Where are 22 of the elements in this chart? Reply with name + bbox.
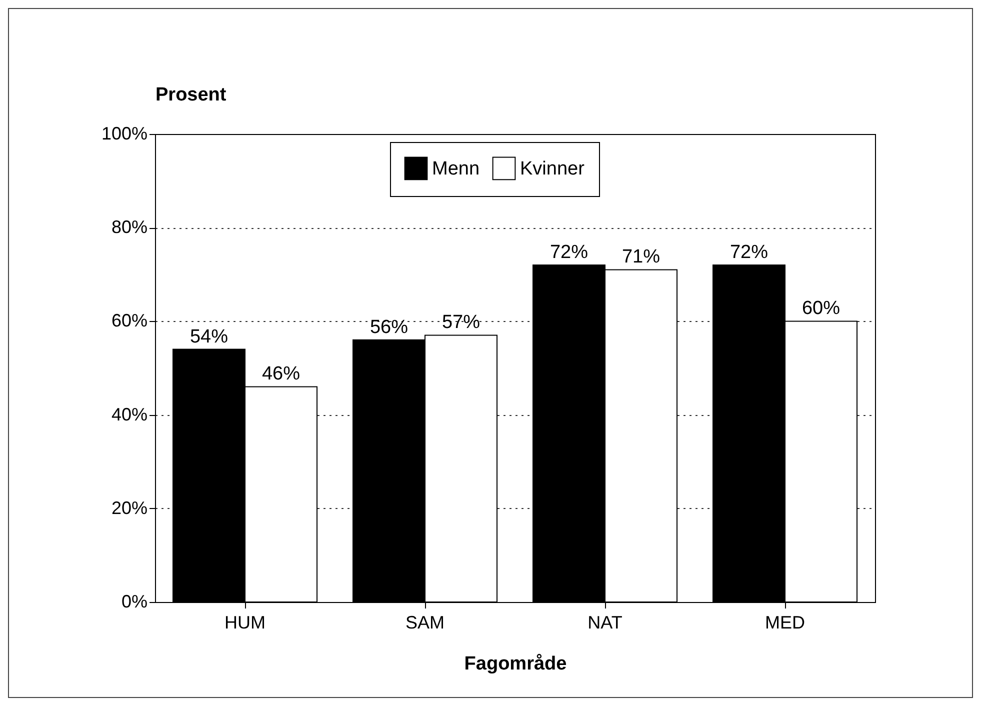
y-tick-label: 40% [111,404,148,424]
x-tick-label: HUM [224,612,266,632]
y-tick-label: 80% [111,217,148,238]
y-tick-label: 20% [111,498,148,518]
data-label: 56% [370,316,408,338]
x-axis-title: Fagområde [464,654,567,674]
x-tick-label: MED [765,612,805,632]
data-label: 46% [262,364,300,385]
data-label: 60% [802,298,840,320]
data-label: 72% [550,242,588,264]
data-label: 71% [622,246,660,268]
y-tick-label: 60% [111,310,148,331]
y-tick-label: 100% [101,124,148,144]
legend-label: Kvinner [520,158,586,180]
legend-label: Menn [432,158,480,180]
data-label: 57% [442,312,480,334]
x-tick-label: NAT [588,612,622,632]
y-tick-label: 0% [121,592,148,612]
x-tick-label: SAM [405,612,445,632]
data-label: 72% [730,242,768,264]
data-label: 54% [190,326,228,348]
y-axis-title: Prosent [156,84,227,106]
